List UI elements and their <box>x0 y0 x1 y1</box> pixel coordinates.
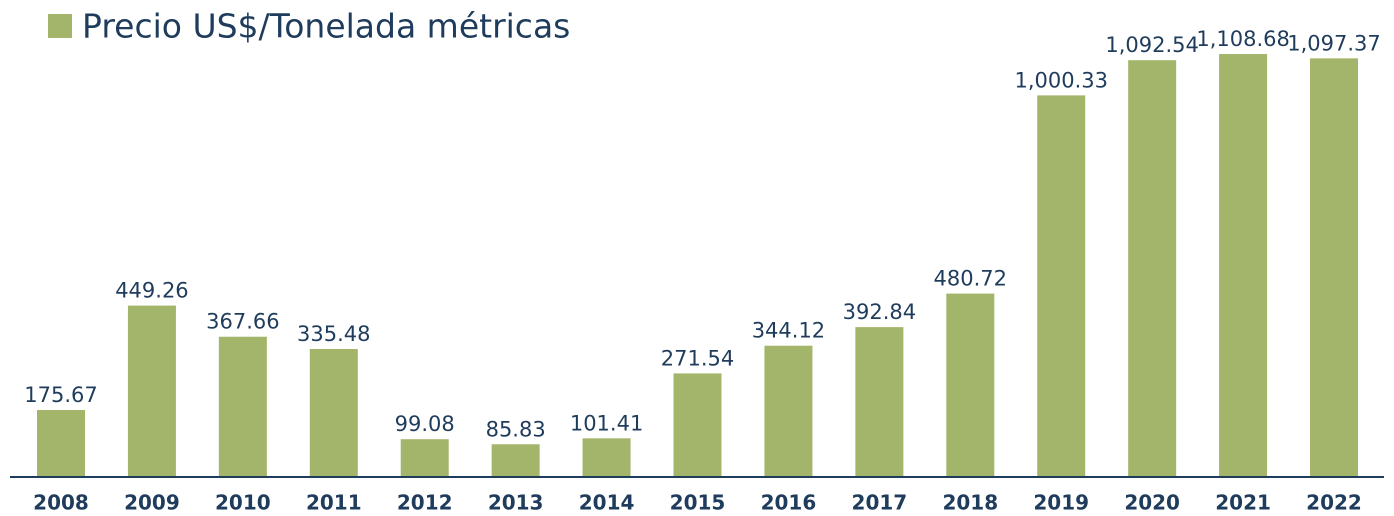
bar <box>1037 95 1086 477</box>
x-tick-label: 2008 <box>33 491 89 515</box>
legend-label: Precio US$/Tonelada métricas <box>82 7 570 46</box>
x-tick-label: 2015 <box>670 491 726 515</box>
x-tick-label: 2022 <box>1306 491 1362 515</box>
x-tick-label: 2017 <box>852 491 908 515</box>
x-tick-label: 2020 <box>1124 491 1180 515</box>
value-label: 449.26 <box>115 279 188 303</box>
bar <box>1128 60 1177 478</box>
bar <box>1310 58 1359 478</box>
x-tick-label: 2012 <box>397 491 453 515</box>
bar <box>37 409 85 477</box>
value-label: 101.41 <box>570 411 643 435</box>
x-tick-label: 2009 <box>124 491 180 515</box>
bar <box>127 305 176 477</box>
bar <box>218 336 267 477</box>
x-tick-label: 2021 <box>1215 491 1271 515</box>
value-label: 1,108.68 <box>1196 27 1290 51</box>
x-tick-label: 2018 <box>942 491 998 515</box>
value-label: 175.67 <box>24 383 97 407</box>
bar <box>491 444 540 477</box>
bar <box>1219 54 1268 478</box>
x-tick-label: 2016 <box>761 491 817 515</box>
value-label: 1,000.33 <box>1014 68 1108 92</box>
value-label: 335.48 <box>297 322 370 346</box>
bar <box>764 345 813 477</box>
x-tick-label: 2013 <box>488 491 544 515</box>
value-label: 1,092.54 <box>1105 33 1199 57</box>
x-tick-label: 2010 <box>215 491 271 515</box>
value-label: 99.08 <box>395 412 455 436</box>
x-tick-label: 2019 <box>1033 491 1089 515</box>
value-label: 271.54 <box>661 346 734 370</box>
value-label: 344.12 <box>752 319 825 343</box>
bar <box>855 327 904 477</box>
legend-swatch <box>48 14 72 38</box>
x-tick-label: 2014 <box>579 491 635 515</box>
value-label: 85.83 <box>486 417 546 441</box>
x-tick-label: 2011 <box>306 491 362 515</box>
bar <box>582 438 631 477</box>
bar <box>946 293 995 477</box>
value-label: 367.66 <box>206 310 279 334</box>
bar <box>673 373 722 477</box>
bar <box>309 349 358 477</box>
value-label: 392.84 <box>843 300 916 324</box>
bar <box>400 439 449 477</box>
value-label: 1,097.37 <box>1287 31 1381 55</box>
value-label: 480.72 <box>934 267 1007 291</box>
